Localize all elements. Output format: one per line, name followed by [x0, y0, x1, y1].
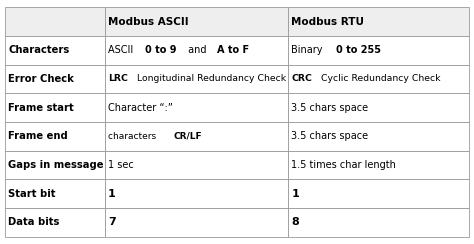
Bar	[288, 151, 469, 179]
Bar	[105, 151, 288, 179]
Text: 8: 8	[292, 217, 299, 227]
Bar	[5, 36, 105, 65]
Bar	[5, 7, 105, 36]
Bar	[5, 122, 105, 151]
Bar	[288, 122, 469, 151]
Text: A to F: A to F	[217, 45, 249, 55]
Bar	[105, 122, 288, 151]
Bar	[105, 93, 288, 122]
Text: 1 sec: 1 sec	[108, 160, 134, 170]
Bar	[5, 65, 105, 93]
Bar	[288, 179, 469, 208]
Bar	[5, 208, 105, 237]
Text: 3.5 chars space: 3.5 chars space	[292, 131, 369, 141]
Bar	[288, 93, 469, 122]
Text: 1.5 times char length: 1.5 times char length	[292, 160, 396, 170]
Text: 1: 1	[108, 189, 116, 199]
Text: Character “:”: Character “:”	[108, 103, 173, 113]
Bar	[105, 36, 288, 65]
Bar	[105, 208, 288, 237]
Text: Frame end: Frame end	[8, 131, 68, 141]
Text: ASCII: ASCII	[108, 45, 137, 55]
Bar	[105, 7, 288, 36]
Text: Frame start: Frame start	[8, 103, 74, 113]
Text: Start bit: Start bit	[8, 189, 55, 199]
Text: and: and	[185, 45, 210, 55]
Text: Error Check: Error Check	[8, 74, 74, 84]
Text: Cyclic Redundancy Check: Cyclic Redundancy Check	[319, 74, 441, 83]
Bar	[288, 208, 469, 237]
Bar	[5, 151, 105, 179]
Bar	[288, 7, 469, 36]
Text: Characters: Characters	[8, 45, 69, 55]
Bar	[105, 179, 288, 208]
Bar	[288, 36, 469, 65]
Text: CRC: CRC	[292, 74, 312, 83]
Bar	[105, 65, 288, 93]
Text: LRC: LRC	[108, 74, 128, 83]
Bar	[5, 179, 105, 208]
Text: Longitudinal Redundancy Check: Longitudinal Redundancy Check	[134, 74, 286, 83]
Text: 7: 7	[108, 217, 116, 227]
Text: 0 to 255: 0 to 255	[336, 45, 381, 55]
Bar	[5, 93, 105, 122]
Text: Binary: Binary	[292, 45, 326, 55]
Bar	[288, 65, 469, 93]
Text: Modbus ASCII: Modbus ASCII	[108, 17, 189, 27]
Text: characters: characters	[108, 132, 159, 141]
Text: CR/LF: CR/LF	[174, 132, 202, 141]
Text: Data bits: Data bits	[8, 217, 59, 227]
Text: 1: 1	[292, 189, 299, 199]
Text: Gaps in message: Gaps in message	[8, 160, 103, 170]
Text: 0 to 9: 0 to 9	[145, 45, 176, 55]
Text: 3.5 chars space: 3.5 chars space	[292, 103, 369, 113]
Text: Modbus RTU: Modbus RTU	[292, 17, 365, 27]
